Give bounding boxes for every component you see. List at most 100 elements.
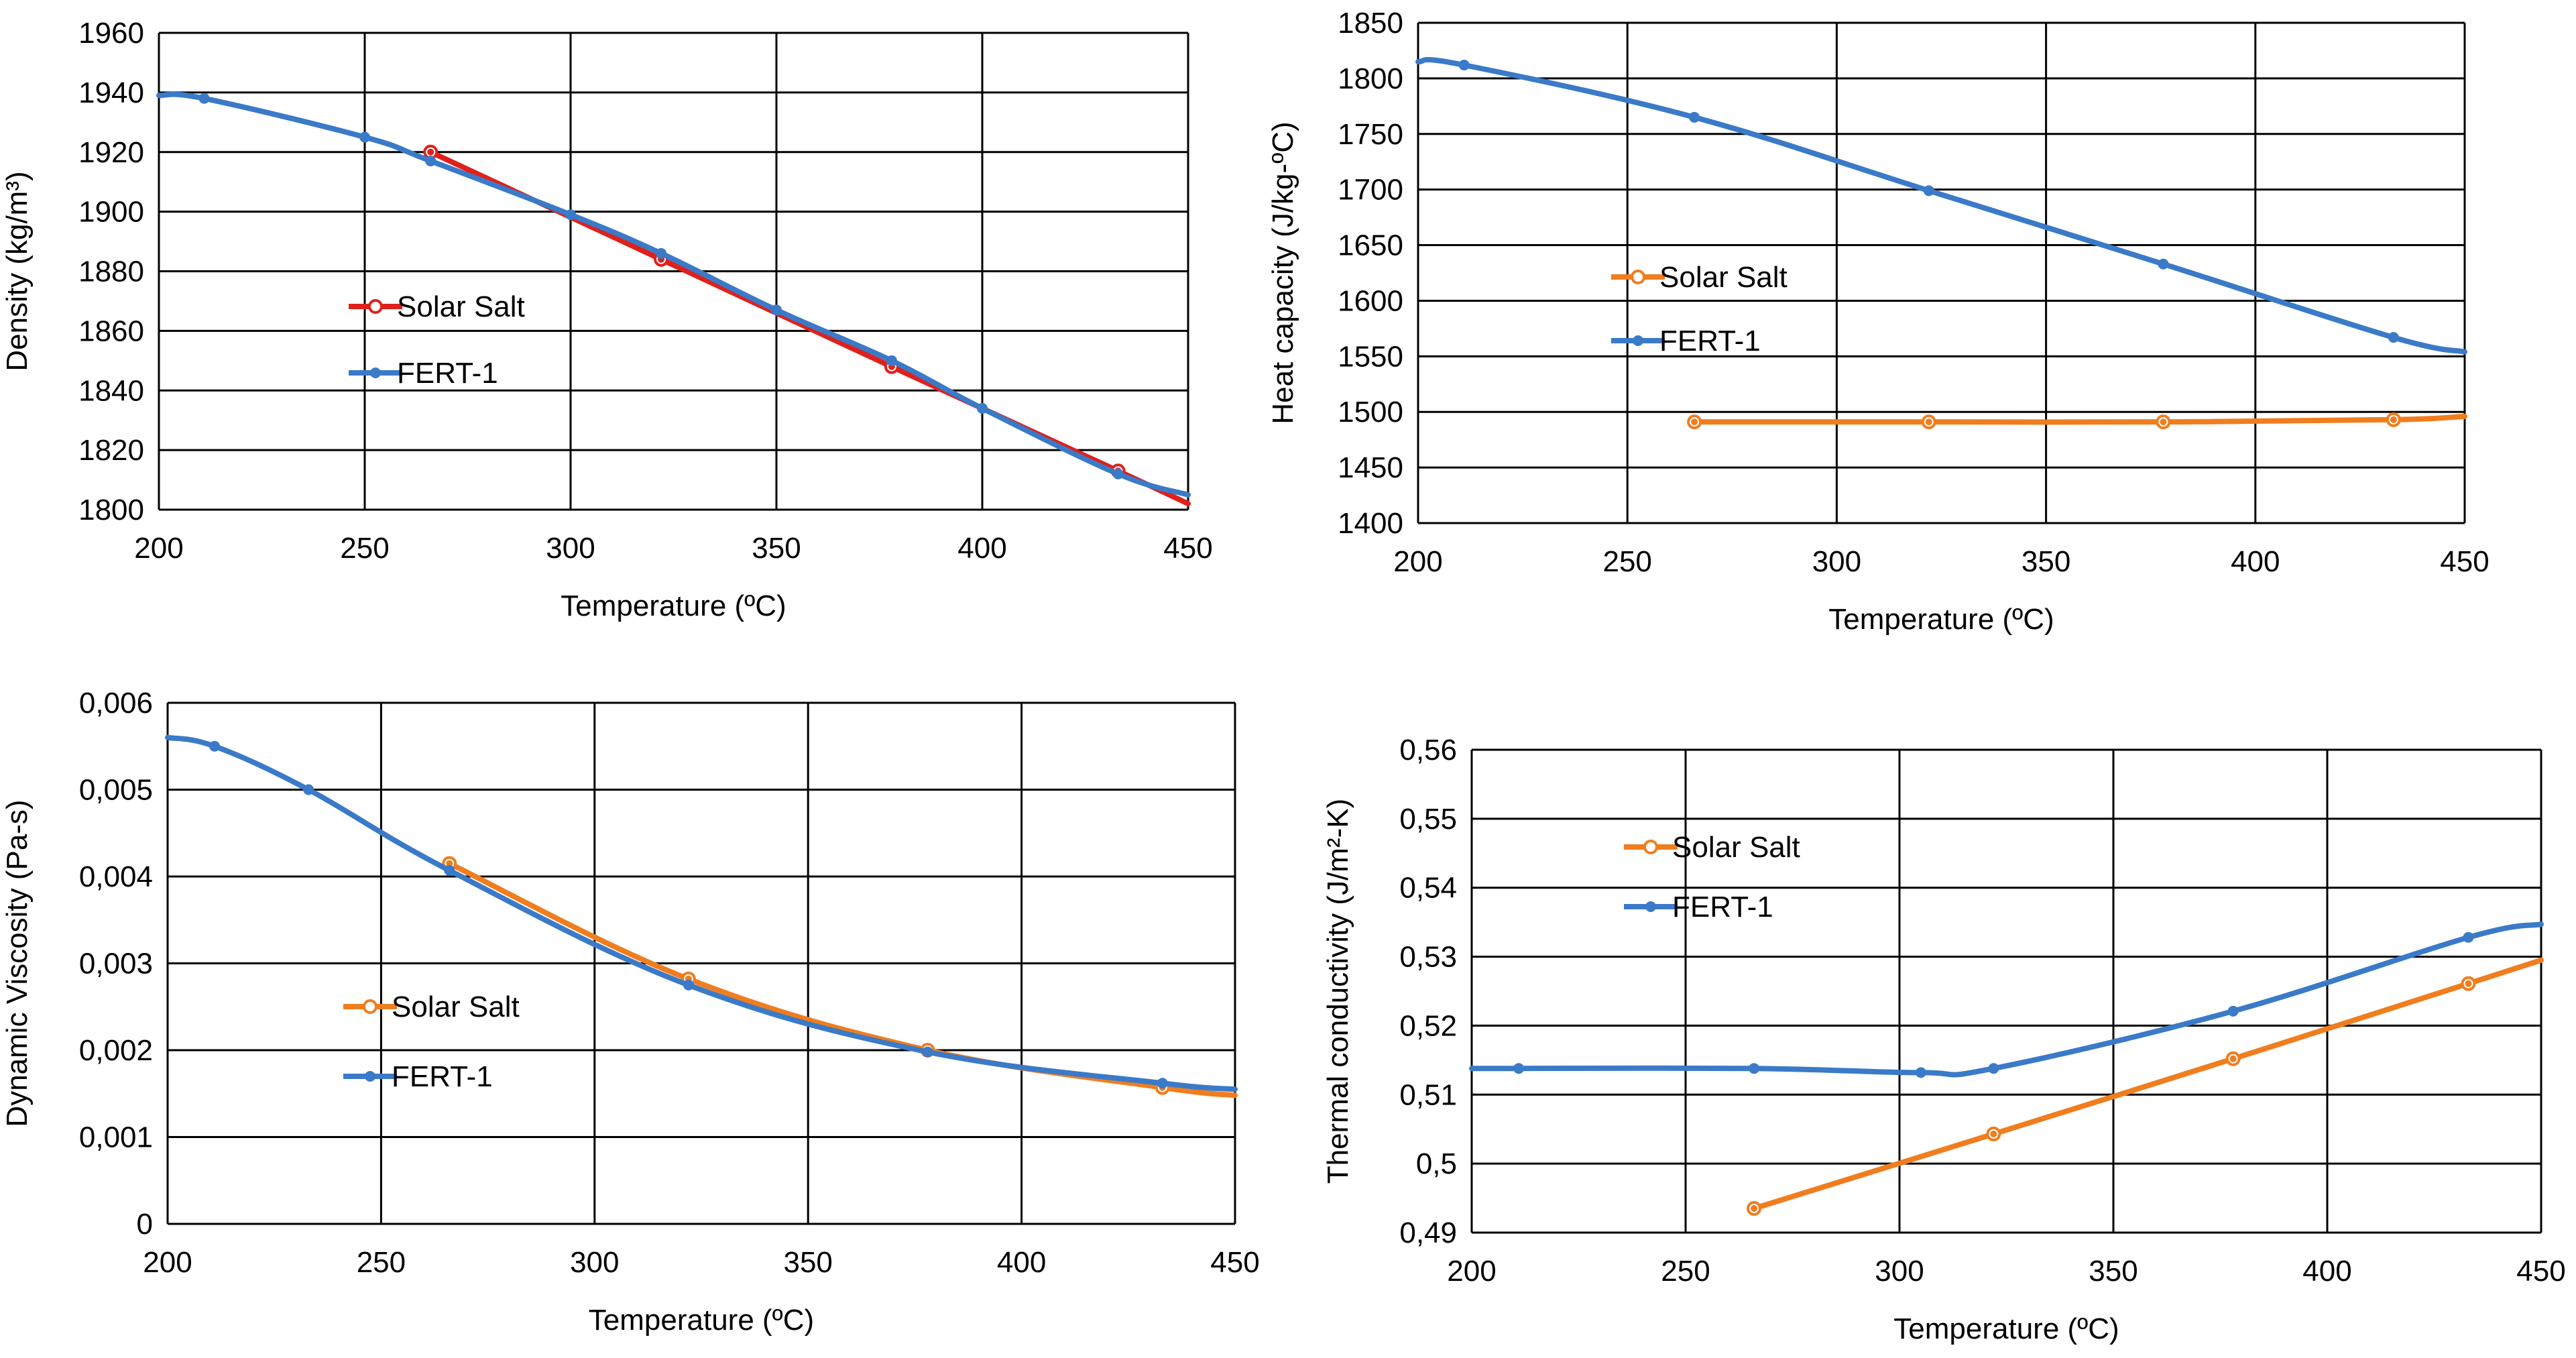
thermal-conductivity-y-tick-label: 0,55	[1399, 803, 1457, 836]
heat-capacity-y-tick-label: 1800	[1338, 62, 1403, 95]
legend-marker	[365, 1071, 375, 1082]
thermal-conductivity-y-axis-label: Thermal conductivity (J/m²-K)	[1322, 799, 1354, 1184]
data-point-solar-salt-core	[1990, 1130, 1997, 1137]
data-point-fert-1	[1689, 111, 1700, 123]
legend-label: Solar Salt	[1672, 831, 1800, 864]
data-point-solar-salt-core	[2390, 416, 2397, 423]
data-point-fert-1	[209, 740, 221, 752]
heat-capacity-chart: 1400 1450 1500 1550 1600 1650 1700 1750 1800 1850…	[1267, 7, 2490, 636]
density-x-tick-label: 350	[752, 532, 801, 565]
data-point-fert-1	[1915, 1067, 1926, 1078]
legend-label: Solar Salt	[397, 290, 525, 323]
thermal-conductivity-x-tick-label: 450	[2516, 1255, 2565, 1288]
legend-marker	[1631, 270, 1645, 284]
legend-label: FERT-1	[397, 357, 498, 390]
data-point-fert-1	[1749, 1063, 1760, 1074]
thermal-conductivity-y-tick-label: 0,53	[1399, 941, 1457, 974]
heat-capacity-x-tick-label: 450	[2440, 545, 2489, 578]
heat-capacity-y-tick-label: 1750	[1338, 118, 1403, 151]
dynamic-viscosity-y-tick-label: 0,006	[79, 687, 153, 720]
thermal-conductivity-x-tick-label: 250	[1661, 1255, 1710, 1288]
thermal-conductivity-x-tick-label: 350	[2089, 1255, 2138, 1288]
thermal-conductivity-x-tick-label: 400	[2302, 1255, 2351, 1288]
heat-capacity-y-tick-label: 1550	[1338, 340, 1403, 373]
thermal-conductivity-y-tick-label: 0,49	[1399, 1216, 1457, 1249]
data-point-fert-1	[977, 402, 988, 414]
data-point-fert-1	[1988, 1063, 1999, 1074]
dynamic-viscosity-y-tick-label: 0,004	[79, 860, 153, 893]
density-y-tick-label: 1860	[78, 315, 144, 347]
data-point-fert-1	[1458, 59, 1470, 70]
legend-label: FERT-1	[1659, 325, 1761, 357]
heat-capacity-y-tick-label: 1450	[1338, 451, 1403, 484]
data-point-fert-1	[565, 209, 576, 221]
dynamic-viscosity-x-tick-label: 250	[357, 1246, 406, 1279]
thermal-conductivity-plot-area	[1472, 750, 2541, 1233]
data-point-fert-1	[2227, 1005, 2239, 1017]
heat-capacity-y-tick-label: 1700	[1338, 174, 1403, 207]
thermal-conductivity-x-tick-label: 200	[1447, 1255, 1496, 1288]
heat-capacity-plot-area	[1418, 23, 2465, 523]
density-y-tick-label: 1880	[78, 256, 144, 288]
density-x-tick-label: 200	[134, 532, 183, 565]
data-point-fert-1	[1157, 1078, 1168, 1089]
data-point-fert-1	[683, 979, 694, 991]
data-point-fert-1	[1513, 1063, 1525, 1074]
heat-capacity-x-tick-label: 250	[1602, 545, 1651, 578]
data-point-fert-1	[303, 784, 314, 795]
legend-label: Solar Salt	[1659, 261, 1788, 294]
density-x-axis-label: Temperature (ºC)	[561, 589, 786, 622]
dynamic-viscosity-y-tick-label: 0,002	[79, 1034, 153, 1067]
heat-capacity-y-axis-label: Heat capacity (J/kg-ºC)	[1267, 121, 1299, 424]
density-y-tick-label: 1960	[78, 17, 144, 50]
density-y-tick-label: 1820	[78, 434, 144, 467]
thermal-conductivity-y-tick-label: 0,56	[1399, 734, 1457, 767]
legend-marker	[1645, 901, 1656, 912]
density-y-tick-label: 1920	[78, 136, 144, 169]
data-point-fert-1	[198, 93, 210, 104]
dynamic-viscosity-x-tick-label: 200	[143, 1246, 192, 1279]
thermal-conductivity-x-tick-label: 300	[1875, 1255, 1924, 1288]
dynamic-viscosity-y-tick-label: 0	[137, 1208, 153, 1241]
density-y-tick-label: 1940	[78, 76, 144, 109]
data-point-fert-1	[656, 247, 667, 259]
heat-capacity-y-tick-label: 1650	[1338, 229, 1403, 262]
legend-marker	[363, 999, 377, 1014]
heat-capacity-y-tick-label: 1600	[1338, 284, 1403, 317]
density-y-tick-label: 1900	[78, 196, 144, 229]
density-x-tick-label: 450	[1163, 532, 1212, 565]
legend-label: Solar Salt	[392, 991, 520, 1023]
thermal-conductivity-y-tick-label: 0,54	[1399, 872, 1457, 905]
dynamic-viscosity-x-tick-label: 300	[570, 1246, 619, 1279]
dynamic-viscosity-y-tick-label: 0,001	[79, 1121, 153, 1154]
legend-marker	[1633, 335, 1643, 346]
dynamic-viscosity-x-tick-label: 450	[1210, 1246, 1259, 1279]
thermal-conductivity-chart: 0,49 0,5 0,51 0,52 0,53 0,54 0,55 0,56 200 250 300…	[1322, 734, 2566, 1345]
heat-capacity-y-tick-label: 1400	[1338, 507, 1403, 540]
data-point-fert-1	[2388, 332, 2399, 343]
dynamic-viscosity-x-tick-label: 400	[997, 1246, 1046, 1279]
legend-marker	[1643, 840, 1658, 854]
series-line-fert-1	[165, 734, 1238, 1092]
heat-capacity-x-tick-label: 350	[2022, 545, 2070, 578]
data-point-fert-1	[1112, 468, 1124, 479]
thermal-conductivity-y-tick-label: 0,51	[1399, 1078, 1457, 1111]
data-point-solar-salt-core	[2465, 980, 2472, 987]
legend-marker	[368, 299, 383, 314]
density-y-axis-label: Density (kg/m³)	[1, 171, 34, 371]
series-line-fert-1	[1469, 921, 2544, 1078]
data-point-fert-1	[359, 131, 370, 143]
data-point-fert-1	[922, 1046, 933, 1058]
dynamic-viscosity-x-axis-label: Temperature (ºC)	[589, 1304, 814, 1337]
density-x-tick-label: 300	[546, 532, 595, 565]
data-point-solar-salt-core	[427, 148, 434, 156]
thermal-conductivity-x-axis-label: Temperature (ºC)	[1893, 1312, 2119, 1345]
dynamic-viscosity-y-tick-label: 0,003	[79, 948, 153, 980]
legend-label: FERT-1	[392, 1060, 493, 1093]
density-chart: 1800 1820 1840 1860 1880 1900 1920 1940 1960 200 2…	[1, 17, 1213, 622]
data-point-fert-1	[2158, 258, 2169, 270]
density-y-tick-label: 1800	[78, 494, 144, 526]
density-y-tick-label: 1840	[78, 374, 144, 407]
data-point-fert-1	[771, 304, 782, 316]
